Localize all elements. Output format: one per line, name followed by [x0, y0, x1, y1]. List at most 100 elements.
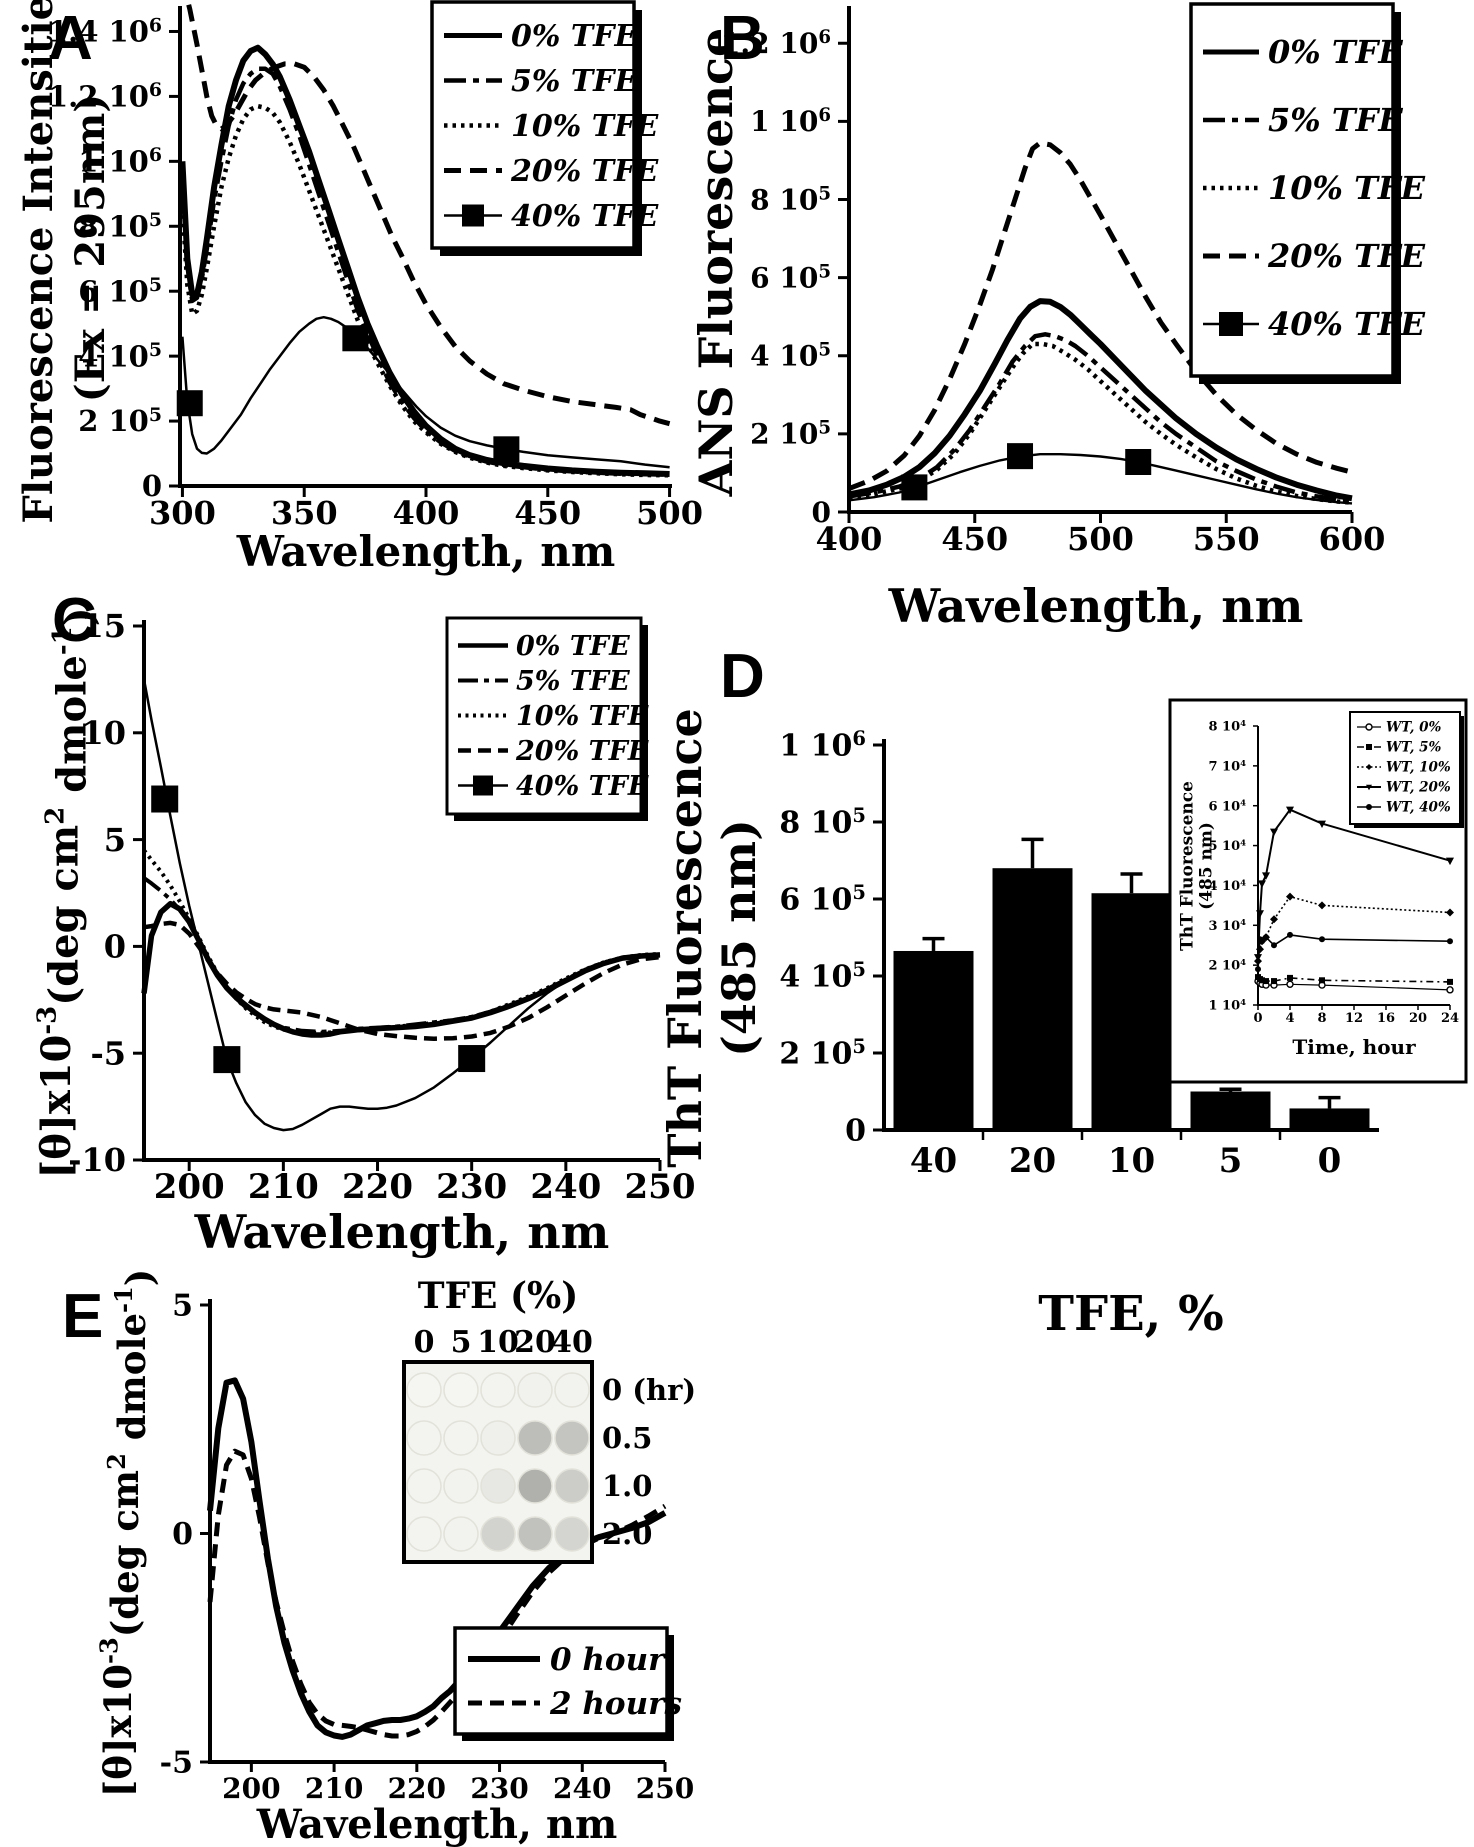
- y-axis-title: Fluorescence Intensities (Ex = 295nm): [15, 0, 114, 524]
- x-tick-label: 200: [222, 1772, 280, 1805]
- y-tick-label: 0: [104, 928, 126, 966]
- x-tick-label: 300: [149, 494, 216, 532]
- series-line: [142, 876, 661, 1034]
- square-marker: [1366, 744, 1372, 750]
- series-line: [143, 920, 661, 1041]
- y-tick-label: 1 104: [1208, 997, 1246, 1014]
- circle-marker: [1319, 936, 1325, 943]
- blot-spot: [517, 1420, 553, 1456]
- square-marker: [1219, 312, 1243, 336]
- legend-label: 20% TFE: [515, 736, 649, 767]
- y-tick-label: 0: [845, 1114, 866, 1149]
- legend-label: 10% TFE: [511, 109, 659, 144]
- open-circle-marker: [1286, 980, 1294, 988]
- panel-label-c: C: [52, 586, 97, 655]
- panel-label-b: B: [720, 4, 765, 73]
- legend-label: WT, 5%: [1386, 740, 1442, 756]
- panel-C: 15 10 5 0 -5 -10 200 210 220 230 240 250 Wavelength,…: [33, 607, 696, 1259]
- svg-text:(485 nm): (485 nm): [712, 819, 766, 1057]
- square-marker: [213, 1046, 241, 1074]
- triangle-marker: [1258, 880, 1266, 888]
- square-marker: [1271, 978, 1277, 985]
- legend: 0% TFE 5% TFE 10% TFE 20% TFE 40% TFE: [1189, 2, 1426, 384]
- x-tick-label: 0: [1253, 1011, 1262, 1026]
- legend-label: 0 hour: [550, 1642, 667, 1678]
- blot-row-label: 0 (hr): [602, 1373, 696, 1407]
- legend-label: WT, 10%: [1386, 760, 1451, 776]
- triangle-marker: [1256, 910, 1264, 918]
- y-tick-label: 1 106: [779, 727, 866, 764]
- blot-spot: [517, 1372, 553, 1408]
- blot-col-label: 40: [551, 1325, 593, 1360]
- x-tick-label: 8: [1317, 1011, 1326, 1026]
- y-tick-label: 1 106: [750, 105, 831, 138]
- x-tick-label: 350: [271, 494, 338, 532]
- x-axis-title: Time, hour: [1292, 1035, 1416, 1059]
- bar: [992, 868, 1073, 1130]
- triangle-marker: [1446, 857, 1454, 866]
- svg-text:(Ex = 295nm): (Ex = 295nm): [67, 94, 114, 402]
- circle-marker: [1366, 804, 1372, 810]
- circle-marker: [1447, 938, 1453, 945]
- diamond-marker: [1366, 764, 1372, 770]
- diamond-marker: [1446, 908, 1454, 917]
- x-tick-label: 24: [1441, 1011, 1459, 1026]
- y-tick-label: 8 104: [1208, 718, 1246, 735]
- square-marker: [1007, 443, 1034, 470]
- circle-marker: [1287, 931, 1293, 938]
- y-tick-label: 0: [142, 469, 162, 503]
- y-tick-label: 0: [812, 496, 831, 529]
- y-tick-label: -5: [160, 1746, 193, 1781]
- x-tick-label: 240: [553, 1772, 611, 1805]
- square-marker: [1319, 977, 1325, 984]
- open-circle-marker: [1365, 723, 1373, 731]
- legend-label: 40% TFE: [511, 199, 659, 234]
- y-tick-label: -10: [68, 1141, 126, 1179]
- series-line: [848, 140, 1353, 491]
- series-line: [142, 679, 661, 1132]
- y-tick-label: 3 104: [1208, 917, 1246, 934]
- series-line: [207, 1448, 667, 1739]
- x-tick-label: 210: [248, 1167, 319, 1207]
- series-markers: [901, 443, 1152, 501]
- triangle-marker: [1262, 872, 1270, 880]
- svg-text:ThT Fluorescence: ThT Fluorescence: [658, 708, 712, 1168]
- y-axis-title: ANS Fluorescence: [689, 28, 743, 498]
- x-tick-label: 230: [436, 1167, 507, 1207]
- category-label: 20: [1009, 1141, 1056, 1181]
- panel-label-e: E: [62, 1282, 103, 1351]
- legend-label: 10% TFE: [1268, 169, 1426, 207]
- x-tick-label: 250: [625, 1167, 696, 1207]
- y-tick-label: 6 105: [750, 261, 831, 294]
- x-tick-label: 200: [154, 1167, 225, 1207]
- triangle-marker: [1254, 954, 1262, 962]
- series-markers: [1254, 806, 1454, 962]
- x-tick-label: 400: [393, 494, 460, 532]
- blot-title: TFE (%): [418, 1275, 579, 1317]
- y-axis-title: ThT Fluorescence (485 nm): [658, 708, 766, 1168]
- legend-label: WT, 20%: [1386, 780, 1451, 796]
- y-tick-label: 1.2 106: [721, 27, 831, 60]
- x-tick-label: 220: [342, 1167, 413, 1207]
- blot-spot: [443, 1372, 479, 1408]
- legend-label: 0% TFE: [516, 631, 630, 662]
- category-label: 5: [1219, 1141, 1243, 1181]
- series-line: [848, 341, 1353, 505]
- x-tick-label: 240: [530, 1167, 601, 1207]
- triangle-marker: [1318, 820, 1326, 829]
- blot-col-label: 5: [451, 1325, 472, 1360]
- legend-label: 5% TFE: [516, 666, 630, 697]
- blot-spot: [480, 1468, 516, 1504]
- x-tick-label: 16: [1377, 1011, 1395, 1026]
- category-label: 40: [910, 1141, 957, 1181]
- legend-label: WT, 40%: [1386, 800, 1451, 816]
- y-tick-label: 2 105: [78, 404, 162, 438]
- blot-col-label: 0: [414, 1325, 435, 1360]
- x-axis-title: Wavelength, nm: [194, 1205, 610, 1259]
- x-axis-title: Wavelength, nm: [888, 579, 1304, 633]
- blot-col-label: 10: [477, 1325, 519, 1360]
- y-tick-label: 2 105: [750, 418, 831, 451]
- square-marker: [1447, 978, 1453, 985]
